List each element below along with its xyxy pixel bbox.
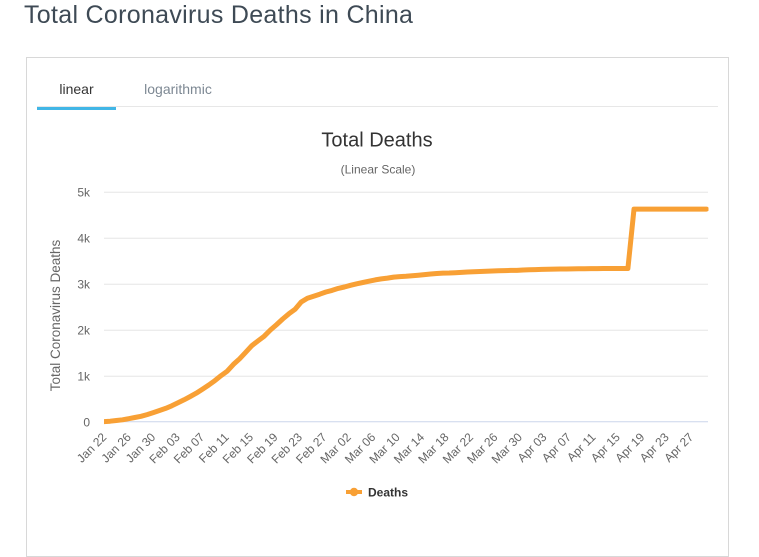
svg-text:1k: 1k — [77, 370, 91, 384]
svg-text:5k: 5k — [77, 186, 91, 200]
svg-text:0: 0 — [83, 416, 90, 430]
svg-text:4k: 4k — [77, 232, 91, 246]
svg-text:Total Coronavirus Deaths: Total Coronavirus Deaths — [48, 239, 63, 391]
svg-text:(Linear Scale): (Linear Scale) — [341, 163, 416, 177]
svg-text:Deaths: Deaths — [368, 486, 408, 500]
svg-text:2k: 2k — [77, 324, 91, 338]
svg-text:Total Deaths: Total Deaths — [321, 130, 432, 152]
svg-text:3k: 3k — [77, 278, 91, 292]
